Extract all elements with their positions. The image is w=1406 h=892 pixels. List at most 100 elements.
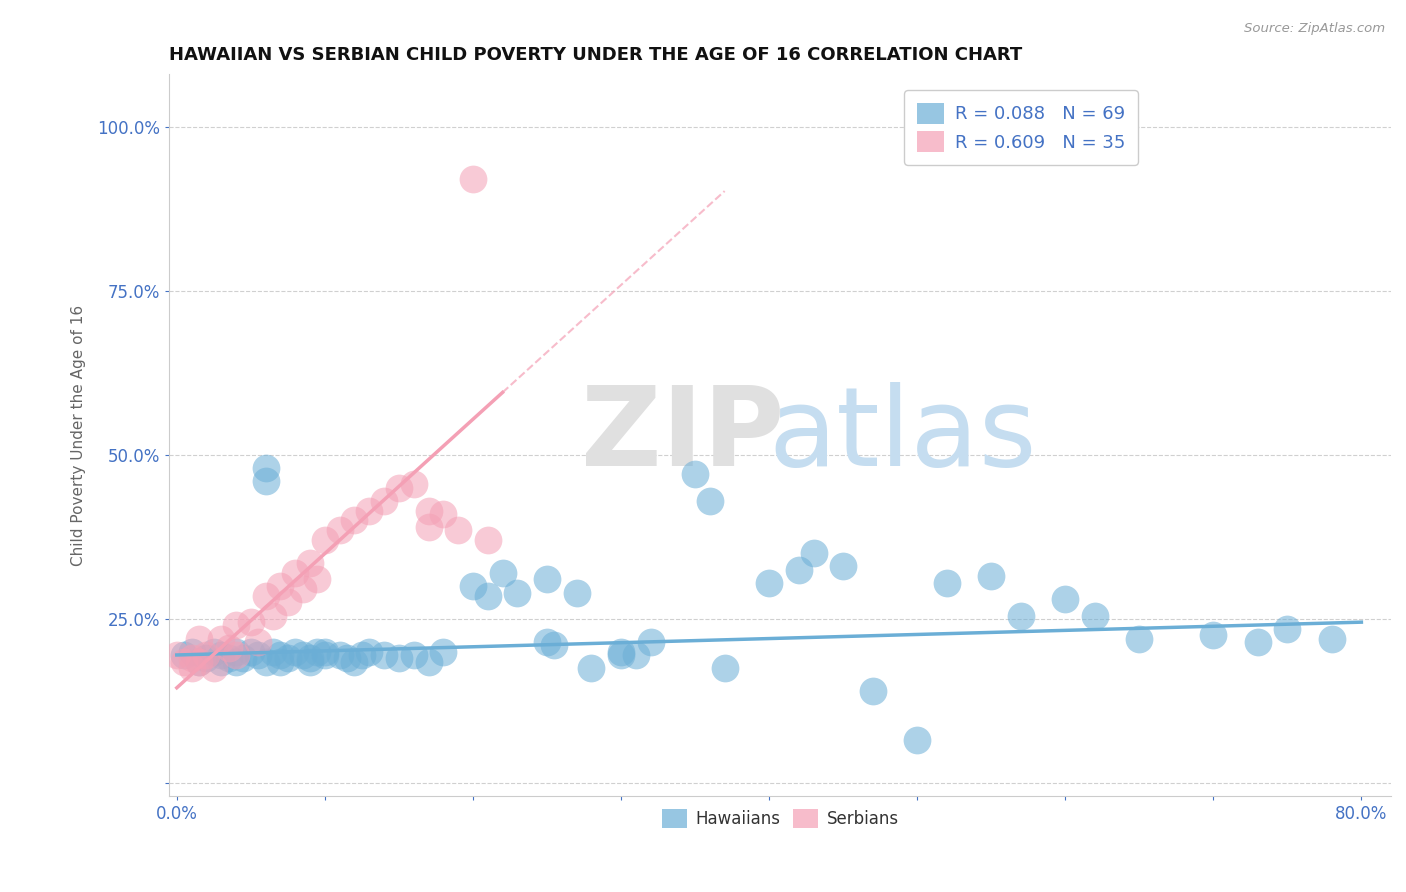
Point	[506, 585, 529, 599]
Point	[1202, 628, 1225, 642]
Point	[536, 573, 558, 587]
Point	[388, 651, 411, 665]
Point	[269, 655, 291, 669]
Point	[418, 503, 440, 517]
Point	[262, 608, 284, 623]
Text: ZIP: ZIP	[581, 382, 785, 489]
Point	[581, 661, 603, 675]
Point	[402, 648, 425, 662]
Point	[935, 575, 957, 590]
Point	[640, 635, 662, 649]
Point	[565, 585, 588, 599]
Point	[218, 641, 240, 656]
Point	[329, 523, 352, 537]
Point	[307, 645, 329, 659]
Point	[1277, 622, 1299, 636]
Point	[418, 520, 440, 534]
Point	[277, 651, 299, 665]
Point	[225, 645, 247, 659]
Point	[314, 645, 336, 659]
Point	[343, 655, 366, 669]
Point	[447, 523, 470, 537]
Point	[1084, 608, 1107, 623]
Point	[239, 615, 262, 629]
Point	[1320, 632, 1343, 646]
Point	[350, 648, 373, 662]
Point	[188, 632, 211, 646]
Point	[166, 648, 188, 662]
Point	[314, 533, 336, 548]
Point	[624, 648, 647, 662]
Text: atlas: atlas	[768, 382, 1036, 489]
Point	[336, 651, 359, 665]
Point	[209, 648, 232, 662]
Point	[307, 573, 329, 587]
Point	[269, 648, 291, 662]
Point	[225, 655, 247, 669]
Point	[373, 648, 395, 662]
Point	[299, 556, 322, 570]
Point	[373, 493, 395, 508]
Point	[209, 655, 232, 669]
Point	[195, 648, 218, 662]
Point	[862, 684, 884, 698]
Point	[803, 546, 825, 560]
Point	[402, 477, 425, 491]
Point	[254, 461, 277, 475]
Point	[314, 648, 336, 662]
Point	[225, 618, 247, 632]
Point	[980, 569, 1002, 583]
Text: Source: ZipAtlas.com: Source: ZipAtlas.com	[1244, 22, 1385, 36]
Point	[299, 655, 322, 669]
Point	[388, 481, 411, 495]
Point	[432, 507, 454, 521]
Point	[209, 632, 232, 646]
Point	[787, 563, 810, 577]
Point	[683, 467, 706, 482]
Legend: Hawaiians, Serbians: Hawaiians, Serbians	[655, 802, 905, 835]
Point	[491, 566, 513, 580]
Point	[1128, 632, 1150, 646]
Point	[254, 474, 277, 488]
Point	[329, 648, 352, 662]
Point	[225, 648, 247, 662]
Point	[284, 566, 307, 580]
Point	[202, 645, 225, 659]
Point	[284, 645, 307, 659]
Point	[254, 589, 277, 603]
Point	[180, 645, 202, 659]
Point	[180, 661, 202, 675]
Point	[699, 493, 721, 508]
Point	[173, 648, 195, 662]
Point	[832, 559, 855, 574]
Point	[254, 655, 277, 669]
Point	[299, 651, 322, 665]
Point	[432, 645, 454, 659]
Point	[343, 513, 366, 527]
Point	[905, 733, 928, 747]
Point	[610, 645, 633, 659]
Point	[291, 582, 314, 597]
Point	[477, 533, 499, 548]
Point	[262, 645, 284, 659]
Point	[202, 661, 225, 675]
Point	[277, 595, 299, 609]
Point	[247, 635, 270, 649]
Point	[359, 503, 381, 517]
Point	[418, 655, 440, 669]
Point	[180, 651, 202, 665]
Point	[195, 651, 218, 665]
Point	[218, 651, 240, 665]
Point	[247, 648, 270, 662]
Point	[173, 655, 195, 669]
Point	[477, 589, 499, 603]
Point	[610, 648, 633, 662]
Point	[1010, 608, 1032, 623]
Point	[543, 638, 565, 652]
Point	[291, 648, 314, 662]
Point	[188, 655, 211, 669]
Point	[188, 655, 211, 669]
Point	[1054, 592, 1077, 607]
Point	[536, 635, 558, 649]
Point	[461, 172, 484, 186]
